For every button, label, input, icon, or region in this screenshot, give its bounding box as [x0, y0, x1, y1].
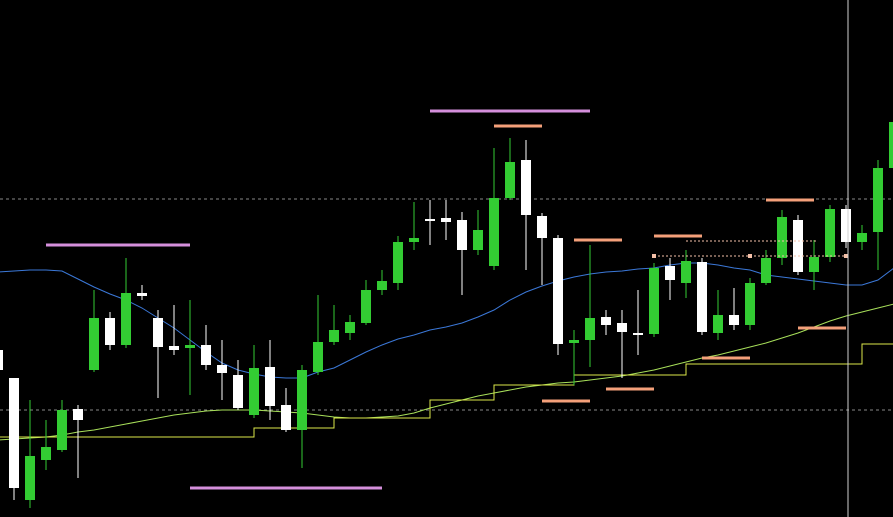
- candle-body: [761, 258, 771, 283]
- candle-body: [601, 317, 611, 325]
- candle-body: [697, 262, 707, 332]
- candle-body: [521, 160, 531, 215]
- candle-body: [745, 283, 755, 325]
- candle-body: [713, 315, 723, 333]
- candle-body: [233, 375, 243, 408]
- candle-body: [617, 323, 627, 332]
- levels: [46, 109, 846, 490]
- candle-body: [585, 318, 595, 340]
- candle-body: [665, 266, 675, 280]
- candle-body: [153, 318, 163, 347]
- candle-body: [313, 342, 323, 372]
- candle-body: [681, 261, 691, 283]
- indicator-lines: [0, 262, 893, 441]
- candle-body: [329, 330, 339, 342]
- candle-body: [857, 233, 867, 242]
- candles: [0, 122, 893, 508]
- candle-body: [201, 345, 211, 365]
- candle-body: [249, 368, 259, 415]
- candle-body: [457, 220, 467, 250]
- candle-body: [633, 333, 643, 335]
- candle-body: [793, 220, 803, 272]
- candle-body: [297, 370, 307, 430]
- candle-body: [121, 293, 131, 345]
- candle-body: [889, 122, 893, 168]
- grid: [0, 198, 893, 411]
- candle-body: [105, 318, 115, 345]
- candle-body: [0, 350, 3, 370]
- candle-body: [345, 322, 355, 333]
- candle-body: [169, 346, 179, 350]
- candle-body: [89, 318, 99, 370]
- candle-body: [73, 409, 83, 420]
- indicator-line: [0, 262, 893, 379]
- candle-body: [489, 198, 499, 266]
- candle-body: [873, 168, 883, 232]
- candle-body: [393, 242, 403, 283]
- candle-body: [729, 315, 739, 325]
- candle-body: [505, 162, 515, 198]
- candle-body: [825, 209, 835, 257]
- indicator-line: [0, 303, 893, 441]
- marker-dot: [652, 254, 656, 258]
- candle-body: [361, 290, 371, 323]
- candle-body: [265, 367, 275, 406]
- candle-body: [9, 378, 19, 488]
- signal-markers: [652, 240, 848, 258]
- candle-body: [425, 219, 435, 221]
- marker-dot: [844, 254, 848, 258]
- candle-body: [185, 345, 195, 348]
- candle-body: [569, 340, 579, 343]
- indicator-line: [0, 343, 893, 438]
- candle-body: [137, 293, 147, 296]
- candle-body: [441, 218, 451, 222]
- candle-body: [281, 405, 291, 430]
- marker-dot: [748, 254, 752, 258]
- candle-body: [777, 217, 787, 258]
- candle-body: [409, 238, 419, 242]
- candle-body: [377, 281, 387, 290]
- candle-body: [537, 216, 547, 238]
- candle-body: [809, 257, 819, 272]
- candle-body: [473, 230, 483, 250]
- candle-body: [841, 209, 851, 242]
- candle-body: [649, 268, 659, 334]
- candle-body: [25, 456, 35, 500]
- candle-body: [217, 365, 227, 373]
- candle-body: [57, 410, 67, 450]
- candle-body: [41, 447, 51, 460]
- candle-body: [553, 238, 563, 344]
